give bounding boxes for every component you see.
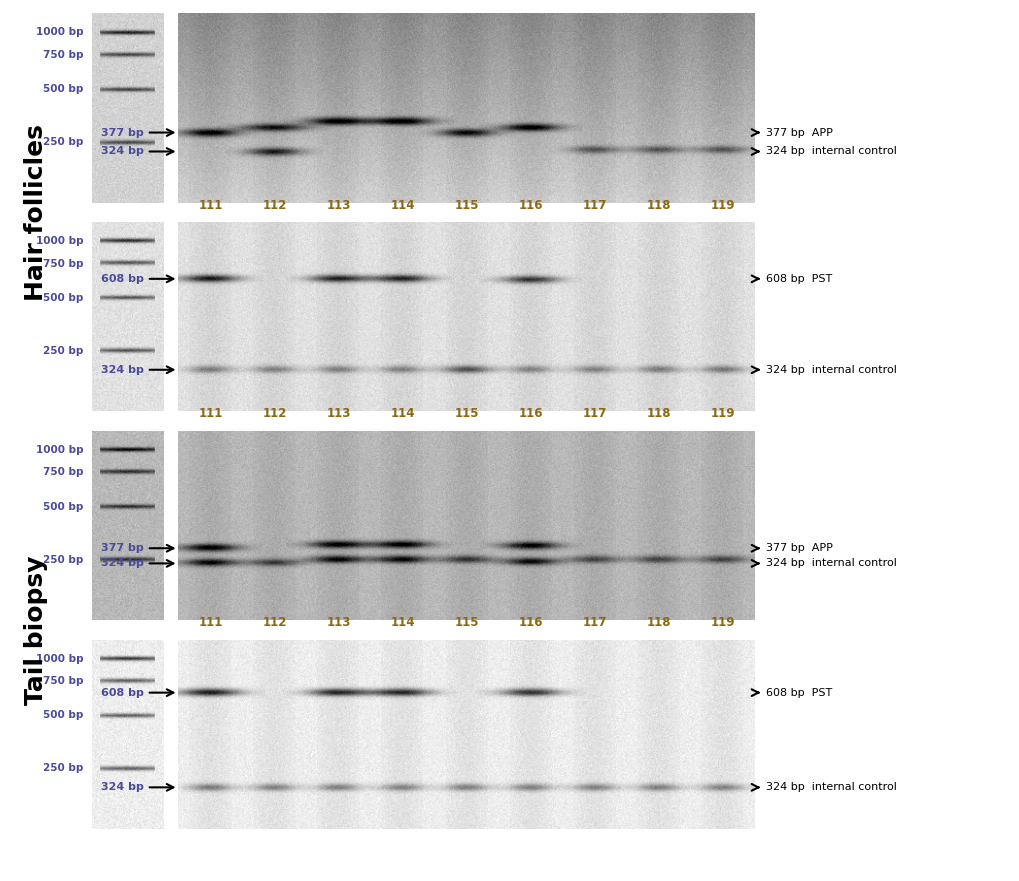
Text: 1000 bp: 1000 bp	[36, 236, 84, 246]
Text: 114: 114	[390, 198, 415, 211]
Text: 113: 113	[326, 407, 351, 420]
Text: Tail biopsy: Tail biopsy	[23, 555, 48, 705]
Text: 324 bp: 324 bp	[101, 782, 144, 792]
Text: 119: 119	[710, 616, 735, 629]
Text: 324 bp: 324 bp	[101, 559, 144, 568]
Text: 119: 119	[710, 407, 735, 420]
Text: 608 bp: 608 bp	[101, 274, 144, 284]
Text: 250 bp: 250 bp	[43, 764, 84, 774]
Text: 115: 115	[453, 407, 479, 420]
Text: 113: 113	[326, 616, 351, 629]
Text: 377 bp: 377 bp	[101, 128, 144, 137]
Text: 608 bp  PST: 608 bp PST	[765, 274, 832, 284]
Text: 112: 112	[262, 0, 286, 3]
Text: 118: 118	[646, 407, 671, 420]
Text: 113: 113	[326, 0, 351, 3]
Text: 114: 114	[390, 407, 415, 420]
Text: 116: 116	[518, 407, 542, 420]
Text: 377 bp  APP: 377 bp APP	[765, 544, 833, 553]
Text: 324 bp: 324 bp	[101, 146, 144, 157]
Text: 117: 117	[582, 198, 606, 211]
Text: 111: 111	[198, 407, 222, 420]
Text: 608 bp  PST: 608 bp PST	[765, 688, 832, 698]
Text: 750 bp: 750 bp	[43, 468, 84, 478]
Text: 500 bp: 500 bp	[43, 501, 84, 512]
Text: 112: 112	[262, 198, 286, 211]
Text: 111: 111	[198, 0, 222, 3]
Text: 608 bp: 608 bp	[101, 688, 144, 698]
Text: 115: 115	[453, 198, 479, 211]
Text: 750 bp: 750 bp	[43, 50, 84, 60]
Text: 500 bp: 500 bp	[43, 710, 84, 721]
Text: 324 bp  internal control: 324 bp internal control	[765, 559, 897, 568]
Text: 114: 114	[390, 616, 415, 629]
Text: 116: 116	[518, 616, 542, 629]
Text: 377 bp  APP: 377 bp APP	[765, 128, 833, 137]
Text: 113: 113	[326, 198, 351, 211]
Text: Hair follicles: Hair follicles	[23, 124, 48, 300]
Text: 116: 116	[518, 0, 542, 3]
Text: 114: 114	[390, 0, 415, 3]
Text: 118: 118	[646, 198, 671, 211]
Text: 750 bp: 750 bp	[43, 259, 84, 269]
Text: 500 bp: 500 bp	[43, 292, 84, 303]
Text: 1000 bp: 1000 bp	[36, 27, 84, 37]
Text: 115: 115	[453, 0, 479, 3]
Text: 119: 119	[710, 0, 735, 3]
Text: 112: 112	[262, 407, 286, 420]
Text: 324 bp: 324 bp	[101, 365, 144, 374]
Text: 250 bp: 250 bp	[43, 346, 84, 356]
Text: 1000 bp: 1000 bp	[36, 445, 84, 455]
Text: 118: 118	[646, 616, 671, 629]
Text: 324 bp  internal control: 324 bp internal control	[765, 365, 897, 374]
Text: 117: 117	[582, 0, 606, 3]
Text: 500 bp: 500 bp	[43, 84, 84, 94]
Text: 117: 117	[582, 407, 606, 420]
Text: 250 bp: 250 bp	[43, 137, 84, 147]
Text: 112: 112	[262, 616, 286, 629]
Text: 117: 117	[582, 616, 606, 629]
Text: 118: 118	[646, 0, 671, 3]
Text: 111: 111	[198, 198, 222, 211]
Text: 116: 116	[518, 198, 542, 211]
Text: 750 bp: 750 bp	[43, 677, 84, 686]
Text: 250 bp: 250 bp	[43, 555, 84, 565]
Text: 377 bp: 377 bp	[101, 544, 144, 553]
Text: 324 bp  internal control: 324 bp internal control	[765, 146, 897, 157]
Text: 1000 bp: 1000 bp	[36, 654, 84, 663]
Text: 119: 119	[710, 198, 735, 211]
Text: 324 bp  internal control: 324 bp internal control	[765, 782, 897, 792]
Text: 115: 115	[453, 616, 479, 629]
Text: 111: 111	[198, 616, 222, 629]
